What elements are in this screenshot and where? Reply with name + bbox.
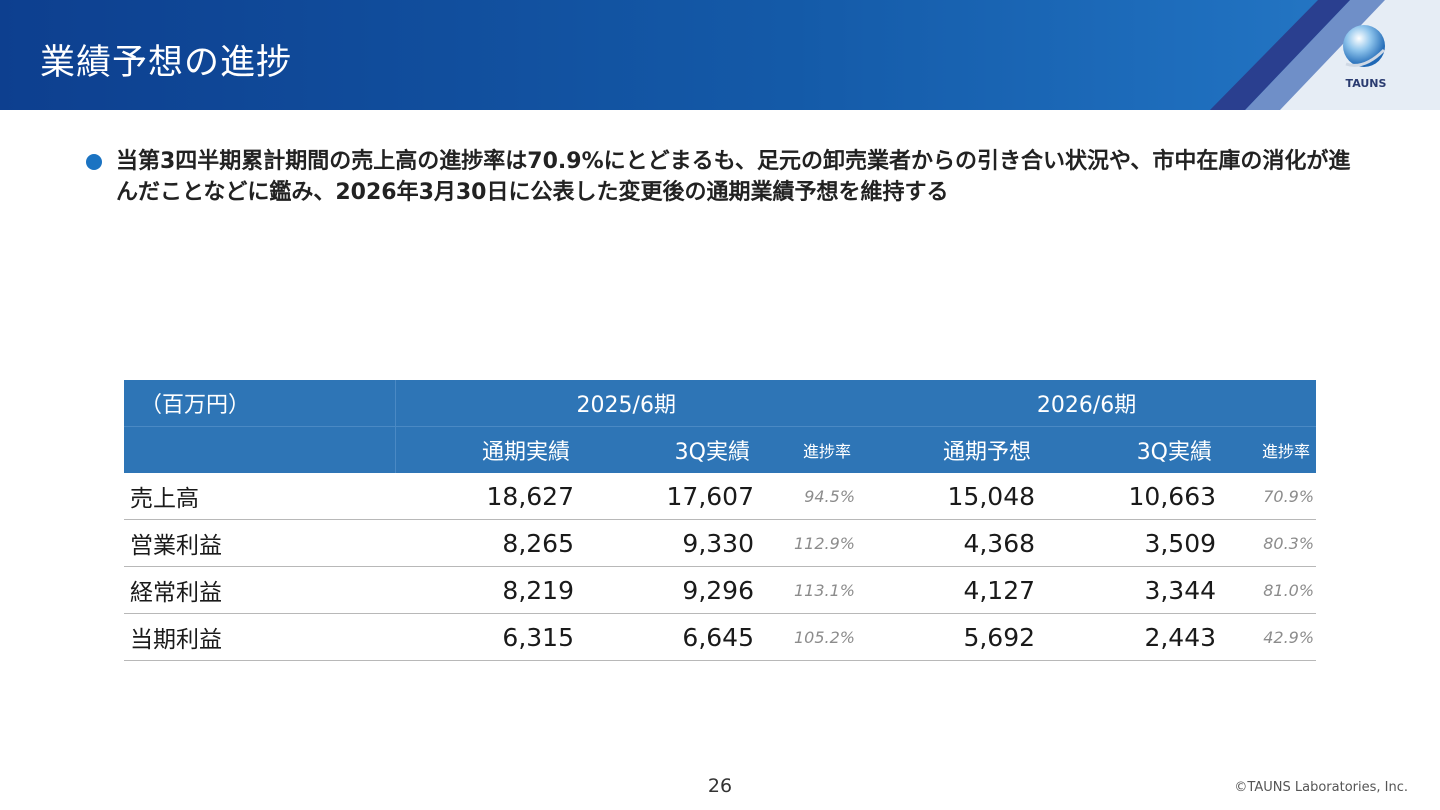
row-label: 営業利益 [124, 519, 395, 567]
cell-value: 3,509 [1037, 519, 1219, 567]
row-header-blank [124, 426, 396, 473]
cell-rate: 80.3% [1218, 519, 1317, 567]
col-header: 通期実績 [395, 426, 576, 473]
bullet-dot-icon [86, 154, 102, 170]
cell-rate: 105.2% [756, 613, 858, 661]
cell-rate: 42.9% [1218, 613, 1317, 661]
row-label: 当期利益 [124, 613, 395, 661]
table-row: 経常利益 8,219 9,296 113.1% 4,127 3,344 81.0… [124, 566, 1317, 614]
cell-value: 8,219 [395, 566, 576, 614]
copyright-text: ©TAUNS Laboratories, Inc. [1234, 780, 1408, 795]
period-2025-header: 2025/6期 [395, 380, 858, 427]
cell-rate: 113.1% [756, 566, 858, 614]
period-2026-header: 2026/6期 [857, 380, 1317, 427]
cell-value: 9,296 [576, 566, 756, 614]
col-header: 通期予想 [857, 426, 1038, 473]
performance-table: （百万円） 2025/6期 2026/6期 通期実績 3Q実績 進捗率 通期予想… [124, 380, 1317, 661]
summary-text: 当第3四半期累計期間の売上高の進捗率は70.9%にとどまるも、足元の卸売業者から… [116, 149, 1351, 205]
col-header: 3Q実績 [1037, 426, 1219, 473]
table-row: 当期利益 6,315 6,645 105.2% 5,692 2,443 42.9… [124, 613, 1317, 661]
cell-value: 4,368 [857, 519, 1038, 567]
cell-value: 15,048 [857, 473, 1038, 520]
logo-text: TAUNS [1346, 77, 1387, 90]
tauns-logo-icon: TAUNS [1343, 25, 1387, 90]
table-row: 売上高 18,627 17,607 94.5% 15,048 10,663 70… [124, 473, 1317, 520]
cell-value: 6,315 [395, 613, 576, 661]
row-label: 経常利益 [124, 566, 395, 614]
cell-value: 8,265 [395, 519, 576, 567]
cell-value: 5,692 [857, 613, 1038, 661]
cell-rate: 81.0% [1218, 566, 1317, 614]
cell-value: 17,607 [576, 473, 756, 520]
cell-value: 18,627 [395, 473, 576, 520]
cell-rate: 112.9% [756, 519, 858, 567]
row-label: 売上高 [124, 473, 395, 520]
col-header: 3Q実績 [576, 426, 756, 473]
table-row: 営業利益 8,265 9,330 112.9% 4,368 3,509 80.3… [124, 519, 1317, 567]
page-title: 業績予想の進捗 [40, 43, 293, 83]
header-banner: 業績予想の進捗 TAUNS [0, 0, 1440, 110]
col-header: 進捗率 [756, 426, 858, 473]
header-decoration [1210, 0, 1440, 110]
unit-label: （百万円） [124, 380, 396, 427]
cell-rate: 94.5% [756, 473, 858, 520]
cell-value: 10,663 [1037, 473, 1219, 520]
cell-value: 4,127 [857, 566, 1038, 614]
cell-value: 6,645 [576, 613, 756, 661]
cell-rate: 70.9% [1218, 473, 1317, 520]
col-header: 進捗率 [1218, 426, 1317, 473]
cell-value: 9,330 [576, 519, 756, 567]
cell-value: 2,443 [1037, 613, 1219, 661]
cell-value: 3,344 [1037, 566, 1219, 614]
page-number: 26 [707, 775, 733, 797]
